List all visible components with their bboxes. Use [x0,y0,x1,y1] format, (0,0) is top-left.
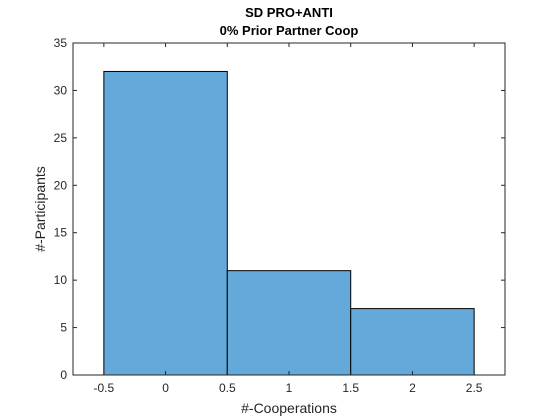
x-tick-label: 1 [286,381,293,395]
y-tick-label: 10 [54,273,68,287]
bars-layer [103,70,475,376]
chart-subtitle: 0% Prior Partner Coop [220,23,359,38]
bar-1 [226,270,352,376]
x-axis-label: #-Cooperations [241,400,337,416]
chart-title: SD PRO+ANTI [245,5,333,20]
y-tick-label: 15 [54,226,68,240]
y-tick-label: 30 [54,83,68,97]
y-tick-label: 25 [54,131,68,145]
bar-2 [350,308,475,376]
x-tick-label: 2 [409,381,416,395]
y-tick-label: 0 [60,368,67,382]
y-tick-label: 20 [54,178,68,192]
x-tick-label: 2.5 [466,381,483,395]
x-tick-label: -0.5 [94,381,115,395]
y-tick-label: 5 [60,321,67,335]
y-tick-label: 35 [54,36,68,50]
x-tick-label: 0.5 [219,381,236,395]
x-tick-label: 1.5 [342,381,359,395]
y-axis-label: #-Participants [32,166,48,252]
bar-0 [103,70,228,376]
ticks-layer: -0.5 0 0.5 1 1.5 2 2.5 0 5 10 15 20 25 30 35 [54,36,505,395]
x-tick-label: 0 [162,381,169,395]
